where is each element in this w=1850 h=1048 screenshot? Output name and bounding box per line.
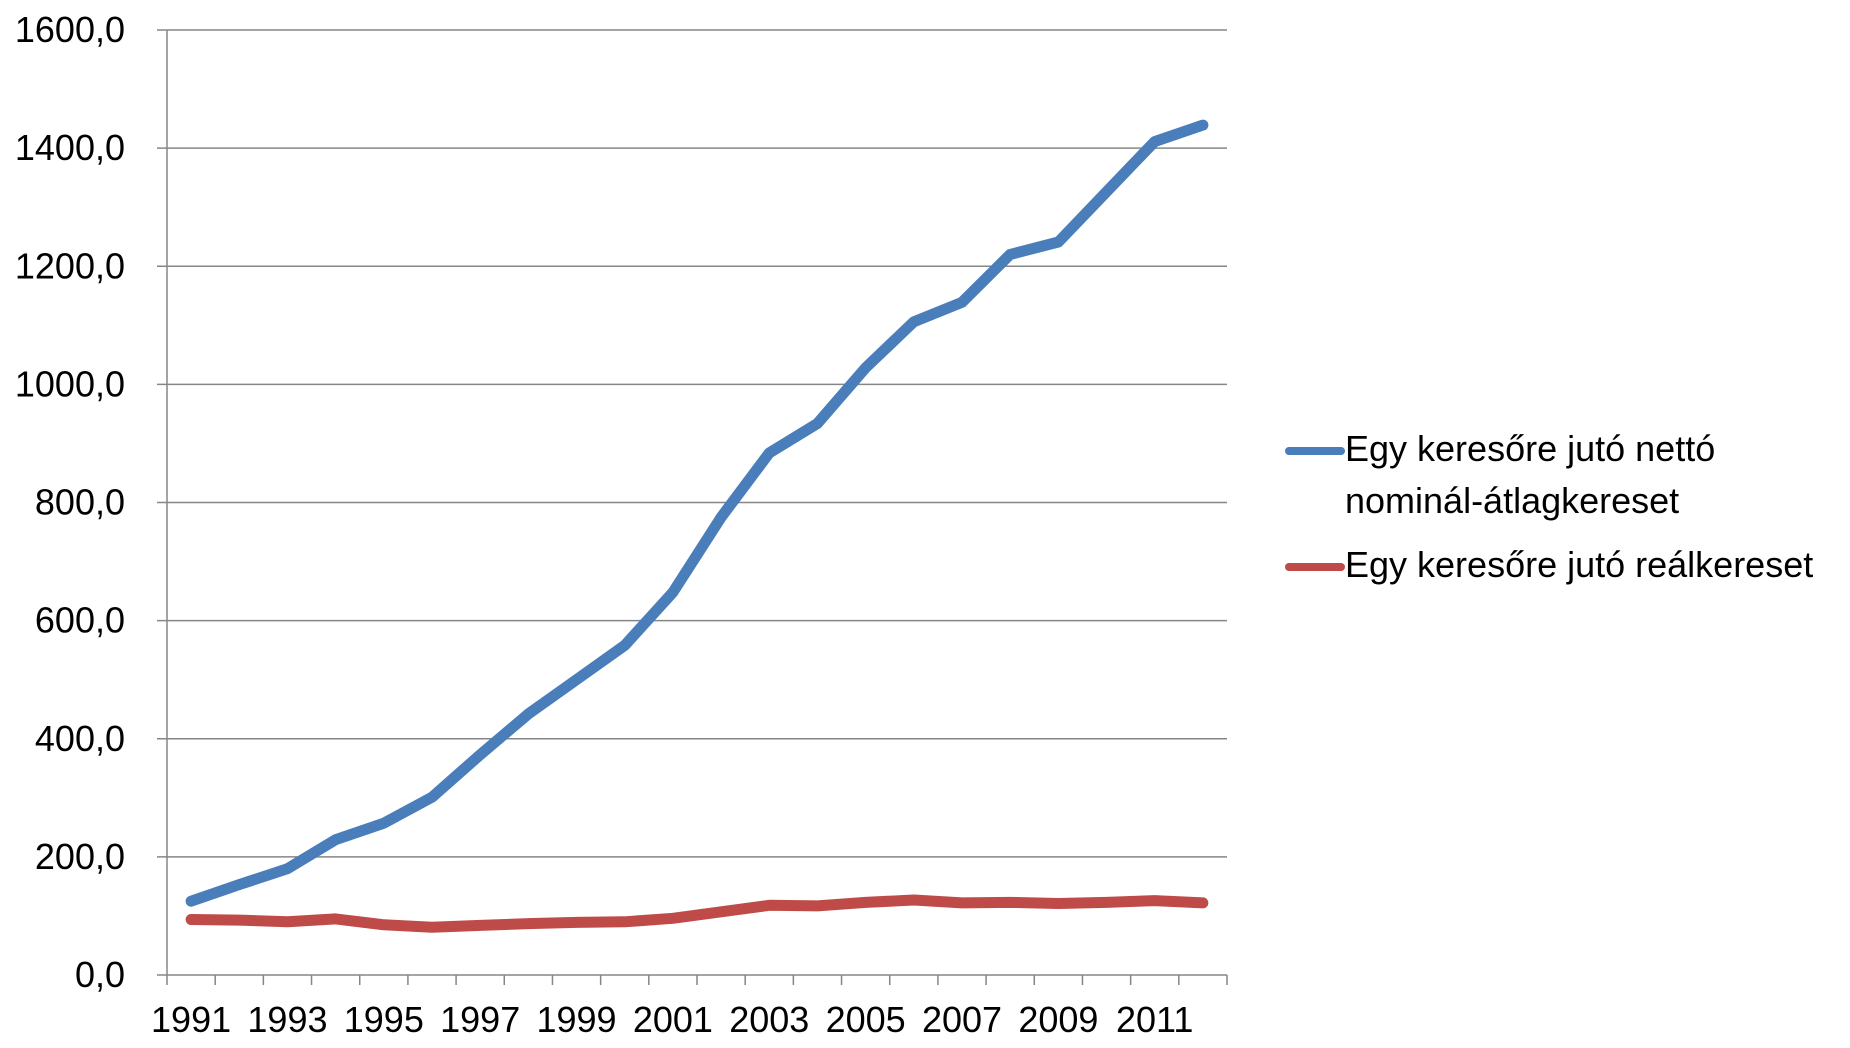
- x-tick-label: 1991: [151, 999, 231, 1040]
- x-tick-label: 2003: [729, 999, 809, 1040]
- series-line-0: [185, 119, 1209, 907]
- y-tick-label: 1200,0: [15, 245, 125, 286]
- x-tick-label: 2009: [1018, 999, 1098, 1040]
- x-tick-label: 1999: [536, 999, 616, 1040]
- x-tick-label: 2007: [922, 999, 1002, 1040]
- y-tick-label: 0,0: [75, 954, 125, 995]
- x-tick-label: 1995: [344, 999, 424, 1040]
- legend-item-nominal: Egy keresőre jutó nettó nominál-átlagker…: [1285, 423, 1845, 527]
- y-axis-ticks: 0,0 200,0 400,0 600,0 800,0 1000,0 1200,0 1400,…: [15, 9, 167, 995]
- series-lines: [185, 119, 1209, 933]
- x-tick-label: 1993: [247, 999, 327, 1040]
- x-tick-label: 2011: [1116, 999, 1193, 1040]
- gridlines: [167, 29, 1227, 858]
- x-tick-label: 2001: [633, 999, 713, 1040]
- y-tick-label: 800,0: [35, 482, 125, 523]
- legend: Egy keresőre jutó nettó nominál-átlagker…: [1285, 423, 1845, 603]
- x-tick-label: 1997: [440, 999, 520, 1040]
- y-tick-label: 600,0: [35, 600, 125, 641]
- x-axis-ticks: 1991 1993 1995 1997 1999 2001 2003 2005 2007 2009…: [151, 975, 1228, 1040]
- y-tick-label: 1000,0: [15, 363, 125, 404]
- y-tick-label: 1400,0: [15, 127, 125, 168]
- x-tick-label: 2005: [826, 999, 906, 1040]
- y-tick-label: 400,0: [35, 718, 125, 759]
- y-tick-label: 200,0: [35, 836, 125, 877]
- legend-item-real: Egy keresőre jutó reálkereset: [1285, 539, 1845, 591]
- legend-label-real: Egy keresőre jutó reálkereset: [1345, 544, 1814, 585]
- legend-swatch-nominal: [1285, 447, 1345, 455]
- legend-swatch-real: [1285, 563, 1345, 571]
- y-tick-label: 1600,0: [15, 9, 125, 50]
- series-line-1: [185, 894, 1209, 933]
- legend-label-nominal: Egy keresőre jutó nettó nominál-átlagker…: [1345, 428, 1716, 521]
